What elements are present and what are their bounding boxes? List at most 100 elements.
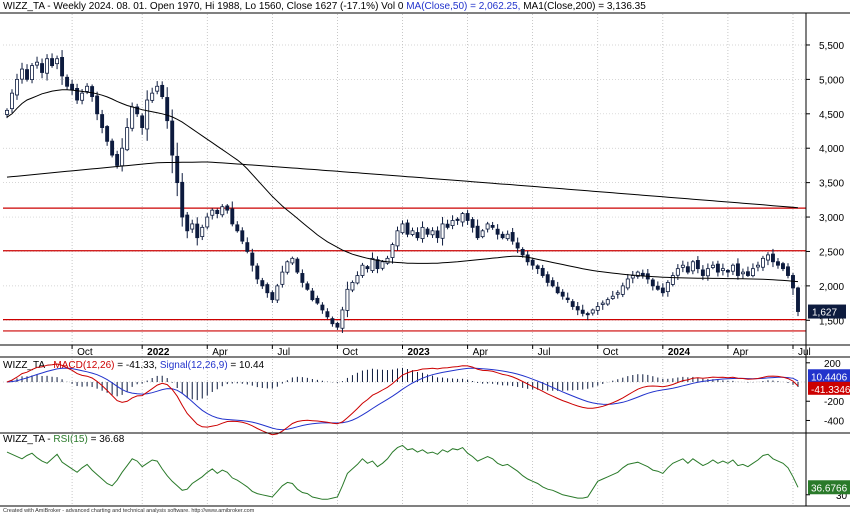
candle-body bbox=[140, 115, 145, 128]
candle-body bbox=[45, 58, 50, 74]
candle-body bbox=[410, 230, 415, 235]
candle-body bbox=[230, 208, 235, 225]
candle-body bbox=[375, 259, 380, 270]
candle-body bbox=[145, 99, 150, 130]
candle-body bbox=[555, 286, 560, 294]
x-tick-label: Oct bbox=[77, 347, 93, 358]
price-y-tick-label: 2,000 bbox=[819, 282, 844, 293]
candle-body bbox=[505, 233, 510, 240]
candle-body bbox=[685, 266, 690, 273]
candle-body bbox=[420, 226, 425, 240]
price-y-tick-label: 2,500 bbox=[819, 247, 844, 258]
rsi-ticker: WIZZ_TA bbox=[3, 434, 45, 445]
macd-label: MACD(12,26) bbox=[53, 360, 115, 371]
candle-body bbox=[185, 214, 190, 232]
signal-label: Signal(12,26,9) bbox=[159, 360, 228, 371]
candle-body bbox=[620, 285, 625, 295]
rsi-badge bbox=[808, 480, 850, 495]
horizontal-lines-layer bbox=[3, 207, 806, 332]
candle-body bbox=[110, 140, 115, 156]
candle-body bbox=[275, 285, 280, 301]
candle-body bbox=[175, 155, 180, 184]
candle-body bbox=[330, 318, 335, 325]
rsi-badge-label: 36.6766 bbox=[811, 483, 848, 494]
candle-body bbox=[350, 282, 355, 291]
candle-body bbox=[255, 265, 260, 280]
candle-body bbox=[60, 57, 65, 77]
candle-body bbox=[485, 223, 490, 230]
candle-body bbox=[610, 295, 615, 299]
price-y-tick-label: 5,000 bbox=[819, 75, 844, 86]
candle-body bbox=[125, 127, 130, 151]
x-tick-label: Jul bbox=[277, 347, 290, 358]
candle-body bbox=[215, 209, 220, 215]
candle-body bbox=[105, 126, 110, 142]
footer-credit: Created with AmiBroker - advanced charti… bbox=[3, 508, 255, 514]
candle-body bbox=[750, 268, 755, 277]
candle-body bbox=[495, 228, 500, 235]
candle-body bbox=[190, 223, 195, 230]
candle-body bbox=[725, 269, 730, 273]
candle-body bbox=[720, 268, 725, 271]
candle-body bbox=[250, 252, 255, 266]
candle-body bbox=[120, 147, 125, 167]
candle-body bbox=[585, 313, 590, 316]
price-y-tick-label: 3,000 bbox=[819, 213, 844, 224]
candle-body bbox=[320, 304, 325, 311]
candle-body bbox=[280, 271, 285, 285]
macd-ticker: WIZZ_TA bbox=[3, 360, 45, 371]
candle-body bbox=[310, 290, 315, 301]
candle-body bbox=[465, 213, 470, 221]
rsi-layer bbox=[6, 444, 799, 500]
price-y-tick-label: 4,000 bbox=[819, 144, 844, 155]
candle-body bbox=[360, 264, 365, 276]
candle-body bbox=[450, 220, 455, 227]
rsi-value: = 36.68 bbox=[87, 434, 125, 445]
moving-averages-layer bbox=[6, 89, 799, 283]
candle-body bbox=[135, 106, 140, 115]
candle-body bbox=[435, 230, 440, 239]
macd-line bbox=[6, 363, 799, 436]
candle-body bbox=[680, 264, 685, 268]
macd-y-tick-label: 200 bbox=[824, 359, 841, 370]
candle-body bbox=[80, 92, 85, 101]
candle-body bbox=[766, 254, 770, 261]
candle-body bbox=[400, 223, 405, 234]
candle-body bbox=[430, 230, 435, 236]
candle-body bbox=[210, 209, 215, 216]
candle-body bbox=[90, 86, 95, 97]
candle-body bbox=[70, 83, 75, 91]
ma50-label: MA(Close,50) = 2,062.25, bbox=[406, 1, 521, 12]
price-y-tick-label: 3,500 bbox=[819, 179, 844, 190]
ma200-line bbox=[6, 161, 799, 209]
candle-body bbox=[445, 223, 450, 228]
price-y-tick-label: 4,500 bbox=[819, 110, 844, 121]
last-close-badge bbox=[808, 304, 846, 319]
candle-body bbox=[15, 78, 19, 96]
candle-body bbox=[425, 228, 430, 235]
candle-body bbox=[605, 299, 610, 305]
candle-body bbox=[390, 244, 395, 258]
candle-body bbox=[115, 154, 120, 166]
ma200-label: MA1(Close,200) = 3,136.35 bbox=[520, 1, 646, 12]
candle-body bbox=[665, 282, 670, 293]
candle-body bbox=[660, 287, 665, 294]
candle-body bbox=[65, 76, 70, 87]
candle-body bbox=[10, 92, 14, 110]
candle-body bbox=[540, 267, 545, 276]
candle-body bbox=[470, 219, 475, 228]
x-tick-label: 2023 bbox=[408, 347, 431, 358]
candles-layer bbox=[5, 50, 800, 333]
candle-body bbox=[300, 273, 305, 283]
candle-body bbox=[490, 224, 495, 228]
price-summary: - Weekly 2024. 08. 01. Open 1970, Hi 198… bbox=[44, 1, 407, 12]
candle-body bbox=[735, 263, 740, 276]
candle-body bbox=[200, 226, 205, 237]
candle-body bbox=[690, 261, 695, 272]
candle-body bbox=[455, 218, 460, 221]
macd-value: = -41.33, bbox=[114, 360, 160, 371]
x-tick-label: Jul bbox=[798, 347, 811, 358]
ma50-line bbox=[6, 89, 799, 283]
candle-body bbox=[195, 223, 200, 239]
candle-body bbox=[265, 284, 270, 294]
